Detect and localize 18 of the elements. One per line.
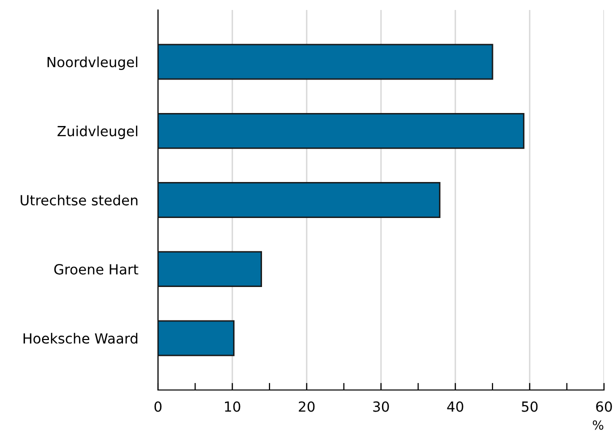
x-tick-label: 0 — [154, 401, 162, 412]
y-tick-label: Groene Hart — [54, 264, 138, 275]
y-tick-label: Utrechtse steden — [20, 194, 138, 206]
y-tick-label: Zuidvleugel — [58, 126, 138, 140]
bar — [158, 112, 524, 149]
bar — [158, 44, 494, 80]
bar — [158, 251, 262, 288]
x-tick-label: 20 — [298, 401, 315, 412]
x-tick-label: 50 — [522, 401, 538, 412]
x-tick-label: 60 — [596, 401, 612, 412]
x-tick-label: 10 — [225, 401, 240, 412]
bar — [158, 182, 440, 218]
x-tick-label: 30 — [373, 401, 389, 412]
x-axis-title: % — [592, 420, 604, 430]
y-tick-label: Hoeksche Waard — [24, 332, 138, 344]
y-tick-label: Noordvleugel — [48, 56, 138, 70]
bar — [158, 320, 235, 356]
x-tick-label: 40 — [447, 401, 464, 412]
